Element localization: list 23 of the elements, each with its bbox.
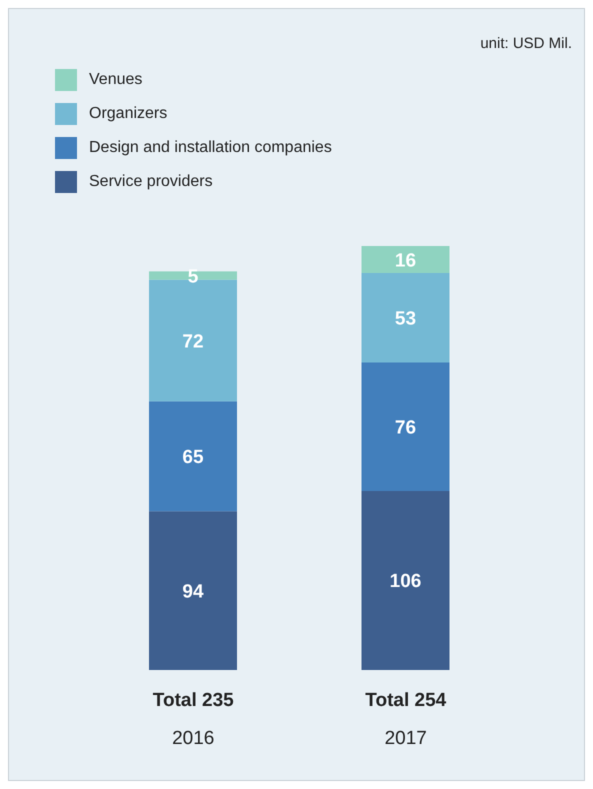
bar <box>149 511 237 670</box>
bar <box>362 246 450 274</box>
data-label: 16 <box>394 250 416 272</box>
data-label: 65 <box>182 447 204 468</box>
x-tick-label: 2016 <box>172 728 214 749</box>
data-label: 5 <box>188 266 199 288</box>
bar <box>362 273 450 363</box>
total-label: Total 235 <box>152 690 234 711</box>
bar <box>149 401 237 512</box>
x-tick-label: 2017 <box>384 728 427 749</box>
data-label: 106 <box>390 571 422 592</box>
legend-label: Organizers <box>89 105 168 123</box>
text: unit: USD Mil. <box>480 35 572 52</box>
legend-label: Design and installation companies <box>89 139 332 157</box>
data-label: 53 <box>394 308 416 330</box>
data-label: 72 <box>182 331 204 352</box>
data-label: 76 <box>394 417 416 438</box>
legend-label: Service providers <box>89 173 213 191</box>
legend-label: Venues <box>89 71 142 89</box>
bar <box>362 490 450 670</box>
data-label: 94 <box>182 581 204 602</box>
total-label: Total 254 <box>365 690 447 711</box>
bar <box>362 362 450 491</box>
